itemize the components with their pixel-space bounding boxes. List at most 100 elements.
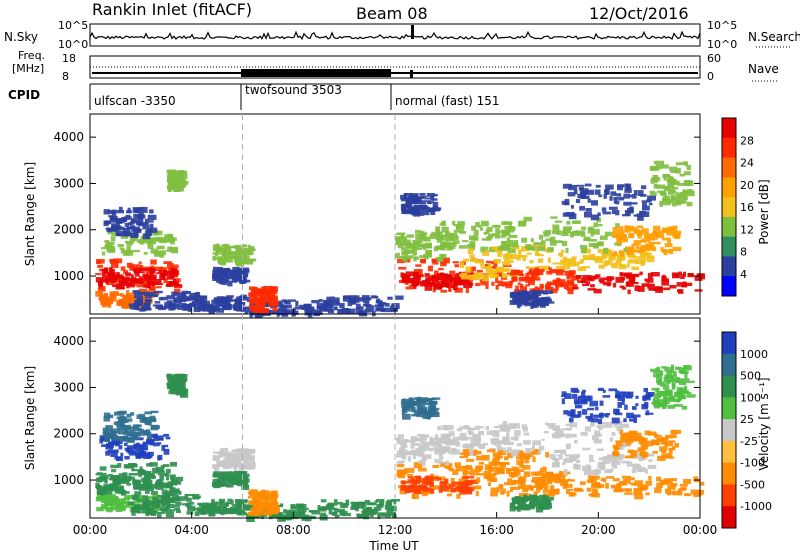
heatmap-cell (169, 171, 174, 177)
heatmap-cell (665, 436, 672, 439)
heatmap-cell (173, 271, 177, 276)
heatmap-cell (461, 275, 470, 280)
colorbar-tick-label: 8 (740, 246, 747, 259)
heatmap-cell (630, 279, 636, 283)
heatmap-cell (542, 292, 548, 295)
heatmap-cell (424, 273, 430, 278)
heatmap-cell (599, 412, 604, 419)
heatmap-cell (436, 236, 441, 240)
heatmap-cell (173, 299, 182, 303)
heatmap-cell (611, 262, 617, 269)
heatmap-cell (511, 242, 519, 248)
heatmap-cell (584, 426, 592, 432)
heatmap-cell (176, 385, 180, 389)
heatmap-cell (460, 280, 470, 283)
heatmap-cell (506, 237, 510, 242)
heatmap-cell (101, 444, 106, 447)
heatmap-cell (395, 238, 401, 243)
heatmap-cell (126, 413, 132, 418)
heatmap-cell (103, 220, 109, 227)
heatmap-cell (630, 281, 639, 285)
heatmap-cell (155, 481, 162, 484)
heatmap-cell (486, 430, 492, 435)
heatmap-cell (375, 300, 383, 304)
heatmap-cell (440, 480, 448, 484)
heatmap-cell (516, 254, 521, 261)
heatmap-cell (367, 511, 377, 515)
heatmap-cell (464, 271, 474, 275)
heatmap-cell (156, 245, 165, 250)
heatmap-cell (661, 199, 671, 203)
heatmap-cell (554, 461, 560, 467)
heatmap-cell (410, 443, 415, 449)
colorbar-tick-label: -100 (740, 457, 765, 470)
heatmap-cell (624, 492, 633, 495)
heatmap-cell (492, 434, 500, 437)
heatmap-cell (249, 489, 258, 494)
heatmap-cell (456, 493, 461, 499)
heatmap-cell (535, 496, 540, 501)
heatmap-cell (114, 411, 120, 416)
heatmap-cell (508, 468, 516, 472)
heatmap-cell (657, 190, 666, 193)
heatmap-cell (443, 283, 449, 287)
heatmap-cell (677, 183, 685, 186)
heatmap-cell (170, 476, 175, 480)
heatmap-cell (114, 481, 119, 485)
heatmap-cell (249, 456, 253, 461)
heatmap-cell (224, 255, 231, 259)
heatmap-cell (423, 236, 431, 242)
heatmap-cell (518, 485, 523, 490)
heatmap-cell (197, 502, 205, 506)
heatmap-cell (137, 291, 145, 295)
heatmap-cell (594, 492, 600, 498)
heatmap-cell (402, 206, 412, 209)
heatmap-cell (239, 279, 245, 284)
colorbar-tick-label: 20 (740, 179, 754, 192)
heatmap-cell (587, 407, 595, 411)
heatmap-cell (214, 473, 221, 477)
heatmap-cell (444, 425, 454, 431)
heatmap-cell (139, 484, 145, 489)
heatmap-cell (156, 500, 161, 507)
heatmap-cell (110, 428, 120, 434)
heatmap-cell (158, 239, 163, 243)
heatmap-cell (657, 370, 664, 376)
heatmap-cell (561, 479, 569, 484)
heatmap-cell (222, 279, 228, 286)
heatmap-cell (417, 397, 422, 402)
heatmap-cell (635, 245, 639, 250)
heatmap-cell (415, 448, 424, 452)
heatmap-cell (545, 238, 551, 241)
heatmap-cell (487, 466, 493, 472)
heatmap-cell (667, 179, 674, 186)
heatmap-cell (654, 405, 661, 409)
heatmap-cell (396, 469, 406, 476)
heatmap-cell (515, 285, 519, 291)
heatmap-cell (364, 499, 370, 504)
heatmap-cell (602, 389, 606, 393)
heatmap-cell (152, 467, 159, 474)
heatmap-cell (160, 495, 170, 501)
heatmap-cell (639, 452, 645, 457)
heatmap-cell (645, 492, 650, 496)
heatmap-cell (405, 450, 413, 455)
heatmap-cell (461, 272, 468, 276)
heatmap-cell (213, 270, 219, 275)
heatmap-cell (648, 431, 657, 436)
heatmap-cell (652, 400, 660, 407)
heatmap-cell (476, 269, 483, 273)
heatmap-cell (686, 380, 695, 383)
heatmap-cell (107, 245, 112, 251)
heatmap-cell (561, 391, 567, 396)
heatmap-cell (579, 206, 585, 211)
heatmap-cell (621, 460, 631, 464)
heatmap-cell (498, 484, 503, 488)
heatmap-cell (175, 391, 185, 396)
heatmap-cell (165, 283, 173, 287)
heatmap-cell (185, 298, 193, 301)
heatmap-cell (431, 488, 435, 494)
heatmap-cell (137, 507, 146, 514)
heatmap-cell (260, 295, 269, 302)
heatmap-cell (486, 270, 495, 275)
